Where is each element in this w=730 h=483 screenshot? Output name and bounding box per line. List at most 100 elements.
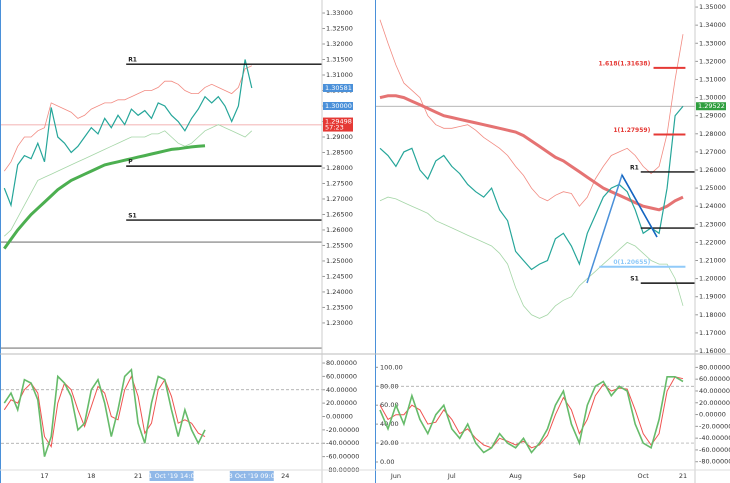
level-label: S1 [630,276,639,283]
y2-tick-label: 60.00000 [699,375,730,383]
price-tag-label: 1.30000 [325,102,352,110]
y-tick-label: 1.35000 [699,3,726,11]
price-tag-label: 1.29498 [325,118,352,126]
y-tick-label: 1.26500 [326,210,353,218]
pattern-drawing [621,174,658,238]
crosshair-label-bg [149,471,194,481]
price-tag [323,117,353,132]
x-tick-label: 21 [134,472,142,480]
price-tag [323,101,353,110]
y-tick-label: 80.00 [380,382,399,390]
series-line [379,105,684,271]
x-tick-label: Aug [509,472,522,480]
y-tick-label: 1.30000 [699,94,726,102]
y-tick-label: 1.26000 [699,166,726,174]
series-line [3,59,253,208]
x-tick-label: 23 Oct '19 09:00 [225,472,280,480]
y-tick-label: 1.19000 [699,293,726,301]
y-tick-label: 1.33000 [326,9,353,17]
series-line [379,196,684,319]
y-tick-label: 0.00000 [326,412,353,420]
y-tick-label: 1.23000 [326,319,353,327]
level-label: R1 [128,57,137,64]
y-tick-label: 60.00 [380,401,399,409]
y-tick-label: 1.31000 [326,71,353,79]
level-label: R1 [630,164,639,171]
y-tick-label: 1.28000 [699,130,726,138]
y-tick-label: 0.00 [380,458,394,466]
price-tag [323,83,353,92]
y-tick-label: 1.32000 [699,57,726,65]
y-tick-label: 1.22000 [699,238,726,246]
price-tag-label: 1.30581 [325,84,352,92]
y2-tick-label: -60.00000 [699,446,730,454]
y-tick-label: 1.17000 [699,329,726,337]
series-line [3,144,206,250]
level-label: 1.618(1.31638) [599,60,651,67]
level-label: S1 [128,213,137,220]
y-tick-label: 1.28500 [326,148,353,156]
marks: 1.23000 1.23500 1.24000 1.24500 1.25000 1.255… [1,3,730,481]
x-tick-label: Jul [447,472,456,480]
y-tick-label: 1.34000 [699,21,726,29]
y-tick-label: 1.25000 [699,184,726,192]
y-tick-label: 1.24500 [326,272,353,280]
y-tick-label: 1.27000 [326,195,353,203]
x-tick-label: 21 Oct '19 14:00 [144,472,199,480]
y2-tick-label: -40.00000 [699,434,730,442]
level-label: 0(1.20655) [613,259,650,266]
series-line [3,65,252,172]
y-tick-label: 40.00000 [326,386,357,394]
y-tick-label: 20.00 [380,439,399,447]
y-tick-label: 1.20000 [699,275,726,283]
x-tick-label: Oct [638,472,650,480]
y-tick-label: 1.23000 [699,220,726,228]
y-tick-label: 1.18000 [699,311,726,319]
y-tick-label: 1.31500 [326,56,353,64]
y-tick-label: 1.25500 [326,241,353,249]
y-tick-label: 20.00000 [326,399,357,407]
y-tick-label: 1.29000 [699,112,726,120]
y-tick-label: 1.31000 [699,75,726,83]
y-tick-label: 60.00000 [326,372,357,380]
y-tick-label: 100.00 [380,363,403,371]
y-tick-label: 1.23500 [326,303,353,311]
x-tick-label: Jun [390,472,401,480]
y-tick-label: 1.27500 [326,179,353,187]
level-label: 1(1.27959) [613,127,650,134]
x-tick-label: Sep [573,472,585,480]
y-tick-label: -60.00000 [326,453,359,461]
y-tick-label: 1.26000 [326,226,353,234]
y-tick-label: 1.33000 [699,39,726,47]
y-tick-label: -20.00000 [326,426,359,434]
y2-tick-label: 80.00000 [699,363,730,371]
y-tick-label: 1.29000 [326,133,353,141]
series-line [3,375,206,448]
price-tag-timer: 57:23 [325,124,344,132]
x-tick-label: 24 [281,472,289,480]
y-tick-label: 80.00000 [326,359,357,367]
y2-tick-label: 40.00000 [699,387,730,395]
series-line [3,367,206,457]
series-line [379,19,684,207]
y2-tick-label: -80.00000 [699,458,730,466]
y-tick-label: 1.24000 [326,288,353,296]
price-tag-label: 1.29522 [698,102,725,110]
x-tick-label: 18 [87,472,95,480]
y2-tick-label: 0.00000 [699,411,726,419]
x-tick-label: 21 [679,472,687,480]
y-tick-label: 1.32000 [326,40,353,48]
y2-tick-label: -20.00000 [699,422,730,430]
y-tick-label: 1.32500 [326,25,353,33]
y2-tick-label: 20.00000 [699,399,730,407]
level-label: P [128,159,133,166]
y-tick-label: 1.28000 [326,164,353,172]
y-tick-label: -40.00000 [326,439,359,447]
series-line [4,124,253,237]
y-tick-label: 1.25000 [326,257,353,265]
series-line [379,376,684,454]
y-tick-label: 1.21000 [699,256,726,264]
series-line [379,94,684,212]
crosshair-label-bg [229,471,274,481]
